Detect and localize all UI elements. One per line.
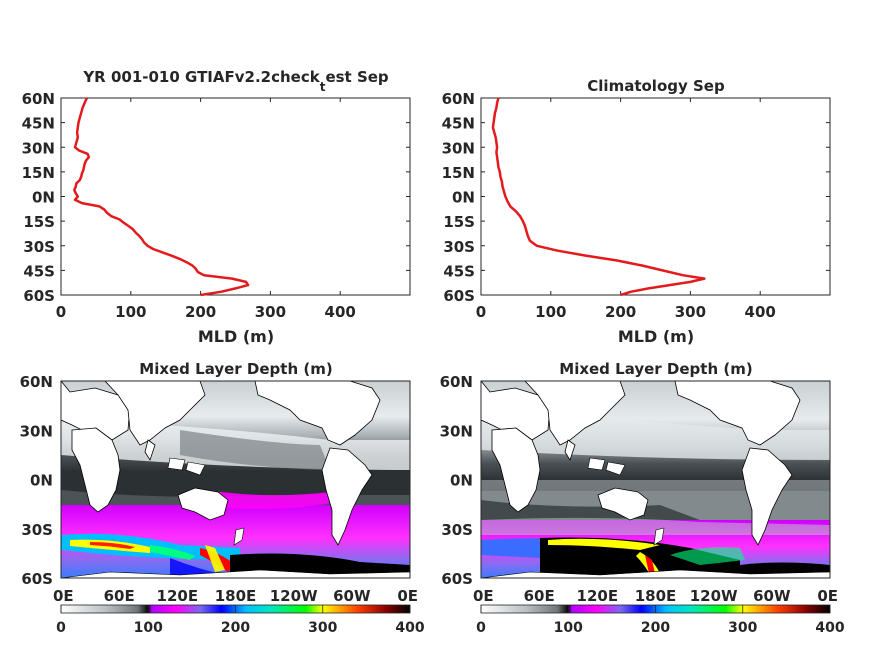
colorbar-tick-label: 0 [56,620,66,636]
ticks-map-right: 0E 60E 120E 180E 120W 60W 0E 60N 30N 0N 30S 60S [440,373,838,605]
x-tick-label: 400 [325,303,356,321]
map-x-tick-label: 120E [577,587,619,605]
y-tick-label: 60N [442,90,475,108]
map-x-tick-label: 120W [690,587,738,605]
x-tick-label: 0 [476,303,486,321]
y-tick-label: 45N [22,115,55,133]
map-x-tick-label: 0E [473,587,494,605]
title-profile-left: YR 001-010 GTIAFv2.2checktest Sep [82,68,389,94]
map-x-tick-label: 0E [817,587,838,605]
plot-area-left [60,97,411,296]
colorbar-tick-label: 400 [395,620,424,636]
colorbar-tick-label: 200 [221,620,250,636]
ticks-map-left: 0E 60E 120E 180E 120W 60W 0E 60N 30N 0N 30S 60S [20,373,418,605]
map-y-tick-label: 60N [440,373,473,391]
colorbar-ticks-left: 0 100 200 300 400 [56,605,425,636]
title-profile-right: Climatology Sep [587,77,725,95]
plot-area-right [480,97,831,296]
panel-profile-right: Climatology Sep 0 100 200 300 400 60N 45N 30N 15… [442,77,831,346]
y-tick-label: 60N [22,90,55,108]
x-tick-label: 200 [605,303,636,321]
map-y-tick-label: 30S [21,521,53,539]
map-x-tick-label: 120W [270,587,318,605]
continents-right [481,381,830,578]
colorbar-tick-label: 300 [308,620,337,636]
colorbar-ticks-right: 0 100 200 300 400 [476,605,845,636]
ticks-profile-right: 0 100 200 300 400 60N 45N 30N 15N 0N 15S 30S 45S 60S [442,90,830,321]
map-y-tick-label: 60N [20,373,53,391]
title-map-left: Mixed Layer Depth (m) [139,360,332,378]
x-tick-label: 200 [185,303,216,321]
xlabel-profile-right: MLD (m) [618,327,694,346]
y-tick-label: 45S [23,262,55,280]
map-x-tick-label: 0E [397,587,418,605]
map-frame-left [60,380,411,579]
y-tick-label: 30S [443,238,475,256]
title-map-right: Mixed Layer Depth (m) [559,360,752,378]
y-tick-label: 30N [22,139,55,157]
xlabel-profile-left: MLD (m) [198,327,274,346]
x-tick-label: 0 [56,303,66,321]
map-y-tick-label: 60S [441,570,473,588]
map-y-tick-label: 60S [21,570,53,588]
colorbar-tick-label: 0 [476,620,486,636]
panel-profile-left: YR 001-010 GTIAFv2.2checktest Sep 0 100 20… [22,68,411,346]
y-tick-label: 15N [442,164,475,182]
map-y-tick-label: 30S [441,521,473,539]
x-tick-label: 400 [745,303,776,321]
x-tick-label: 300 [675,303,706,321]
panel-map-left: Mixed Layer Depth (m) [20,360,418,605]
continents-left [61,381,410,578]
panel-map-right: Mixed Layer Depth (m) [440,360,838,605]
map-x-tick-label: 180E [635,587,677,605]
colorbar-right: 0 100 200 300 400 [476,604,845,636]
colorbar-left: 0 100 200 300 400 [56,604,425,636]
map-y-tick-label: 30N [440,422,473,440]
colorbar-tick-label: 300 [728,620,757,636]
y-tick-label: 60S [23,287,55,305]
map-x-tick-label: 60E [104,587,135,605]
x-tick-label: 300 [255,303,286,321]
y-tick-label: 15S [443,213,475,231]
y-tick-label: 0N [452,189,475,207]
map-x-tick-label: 60E [524,587,555,605]
y-tick-label: 60S [443,287,475,305]
y-tick-label: 15N [22,164,55,182]
colorbar-tick-label: 400 [815,620,844,636]
map-x-tick-label: 60W [333,587,371,605]
map-frame-right [480,380,831,579]
y-tick-label: 30N [442,139,475,157]
map-x-tick-label: 60W [753,587,791,605]
y-tick-label: 15S [23,213,55,231]
colorbar-tick-label: 200 [641,620,670,636]
x-tick-label: 100 [115,303,146,321]
y-tick-label: 45N [442,115,475,133]
x-tick-label: 100 [535,303,566,321]
map-x-tick-label: 120E [157,587,199,605]
colorbar-tick-label: 100 [134,620,163,636]
map-y-tick-label: 0N [450,472,473,490]
map-y-tick-label: 0N [30,472,53,490]
mld-line-right [491,97,706,297]
y-tick-label: 30S [23,238,55,256]
map-x-tick-label: 180E [215,587,257,605]
y-tick-label: 0N [32,189,55,207]
ticks-profile-left: 0 100 200 300 400 60N 45N 30N 15N 0N 15S 30S 45S 60S [22,90,410,321]
map-x-tick-label: 0E [53,587,74,605]
colorbar-tick-label: 100 [554,620,583,636]
mld-line-left [73,97,250,297]
map-y-tick-label: 30N [20,422,53,440]
y-tick-label: 45S [443,262,475,280]
